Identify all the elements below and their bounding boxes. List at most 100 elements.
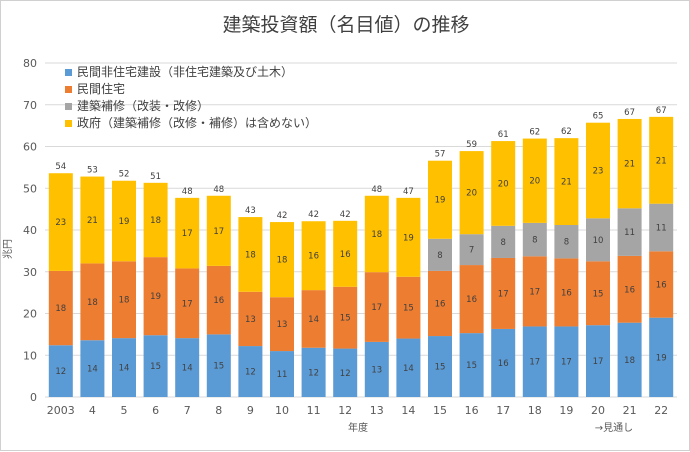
bar-total-label: 62	[561, 127, 572, 137]
y-tick-label: 20	[23, 308, 37, 321]
bar-segment	[649, 317, 674, 397]
bar-data-label: 14	[87, 365, 98, 375]
bar-segment	[554, 224, 579, 259]
bar-segment	[428, 160, 452, 239]
x-tick-label: 8	[215, 404, 222, 417]
bar-segment	[522, 256, 547, 327]
x-tick-label: 9	[247, 404, 254, 417]
bar-data-label: 21	[624, 160, 635, 170]
bar-segment	[554, 258, 579, 327]
bar-segment	[175, 197, 200, 269]
legend-label: 建築補修（改装・改修）	[77, 98, 209, 113]
bar-segment	[301, 347, 326, 397]
bar-segment	[238, 291, 263, 347]
bar-data-label: 16	[466, 295, 477, 305]
bar-segment	[238, 217, 263, 292]
bar-data-label: 14	[403, 364, 414, 374]
bar-segment	[459, 333, 484, 397]
x-tick-label: 20	[591, 404, 605, 417]
bar-data-label: 23	[593, 167, 604, 177]
bar-total-label: 54	[55, 162, 66, 172]
bar-data-label: 11	[277, 370, 288, 380]
bar-data-label: 18	[119, 296, 130, 306]
bar-segment	[112, 338, 136, 397]
x-tick-label: 22	[654, 404, 668, 417]
x-tick-label: 21	[623, 404, 637, 417]
x-axis-title: 年度	[348, 421, 368, 434]
bar-data-label: 18	[55, 304, 66, 314]
bar-data-label: 18	[624, 356, 635, 366]
bar-data-label: 19	[119, 217, 130, 227]
bar-segment	[206, 265, 231, 335]
bar-data-label: 21	[87, 216, 98, 226]
bar-data-label: 14	[182, 364, 193, 374]
bar-segment	[143, 182, 168, 258]
bar-segment	[48, 173, 73, 271]
x-tick-label: 14	[401, 404, 415, 417]
bar-segment	[270, 222, 294, 298]
bar-data-label: 18	[277, 256, 288, 266]
bar-segment	[396, 276, 421, 339]
bar-data-label: 18	[245, 250, 256, 260]
bar-data-label: 18	[150, 216, 161, 226]
legend-label: 民間非住宅建設（非住宅建築及び土木）	[77, 64, 293, 79]
bar-data-label: 17	[498, 289, 509, 299]
bar-data-label: 15	[593, 289, 604, 299]
x-axis-note: →見通し	[595, 422, 633, 434]
bar-data-label: 18	[87, 298, 98, 308]
bar-data-label: 16	[656, 280, 667, 290]
bar-total-label: 67	[656, 106, 667, 116]
x-tick-label: 7	[184, 404, 191, 417]
bar-segment	[175, 268, 200, 339]
bar-data-label: 17	[593, 357, 604, 367]
bar-data-label: 14	[119, 364, 130, 374]
bar-segment	[175, 338, 200, 397]
bar-segment	[459, 265, 484, 334]
bar-segment	[143, 257, 168, 336]
bar-data-label: 18	[371, 230, 382, 240]
bar-data-label: 15	[150, 362, 161, 372]
bar-segment	[428, 238, 452, 271]
bar-data-label: 15	[213, 362, 224, 372]
bar-total-label: 62	[529, 128, 540, 138]
bar-segment	[428, 336, 452, 397]
x-tick-label: 10	[275, 404, 289, 417]
bar-total-label: 52	[119, 170, 130, 180]
bar-total-label: 51	[150, 172, 161, 182]
bar-segment	[270, 351, 294, 397]
bar-data-label: 17	[529, 358, 540, 368]
x-tick-label: 11	[307, 404, 321, 417]
bar-data-label: 21	[561, 178, 572, 188]
bar-segment	[48, 345, 73, 397]
bar-total-label: 48	[182, 187, 193, 197]
bar-data-label: 8	[532, 236, 537, 246]
bar-total-label: 57	[435, 150, 446, 160]
y-tick-label: 0	[30, 391, 37, 404]
y-axis-title: 兆円	[2, 239, 14, 259]
legend-swatch	[65, 120, 72, 127]
bar-data-label: 17	[529, 287, 540, 297]
bar-data-label: 20	[529, 177, 540, 187]
bar-total-label: 61	[498, 130, 509, 140]
bar-segment	[491, 328, 516, 397]
bar-segment	[206, 195, 231, 266]
bar-data-label: 13	[371, 365, 382, 375]
bar-data-label: 12	[308, 368, 319, 378]
bar-segment	[491, 225, 516, 258]
bar-segment	[396, 197, 421, 277]
bar-segment	[586, 325, 610, 397]
bar-segment	[364, 195, 389, 273]
bar-segment	[80, 176, 105, 264]
bar-data-label: 16	[213, 296, 224, 306]
y-tick-label: 70	[23, 99, 37, 112]
x-tick-label: 6	[152, 404, 159, 417]
bar-data-label: 16	[340, 250, 351, 260]
bar-data-label: 17	[213, 227, 224, 237]
bar-total-label: 42	[308, 210, 319, 220]
bar-data-label: 21	[656, 156, 667, 166]
x-tick-label: 2003	[47, 404, 75, 417]
legend-swatch	[65, 103, 72, 110]
x-tick-label: 12	[338, 404, 352, 417]
